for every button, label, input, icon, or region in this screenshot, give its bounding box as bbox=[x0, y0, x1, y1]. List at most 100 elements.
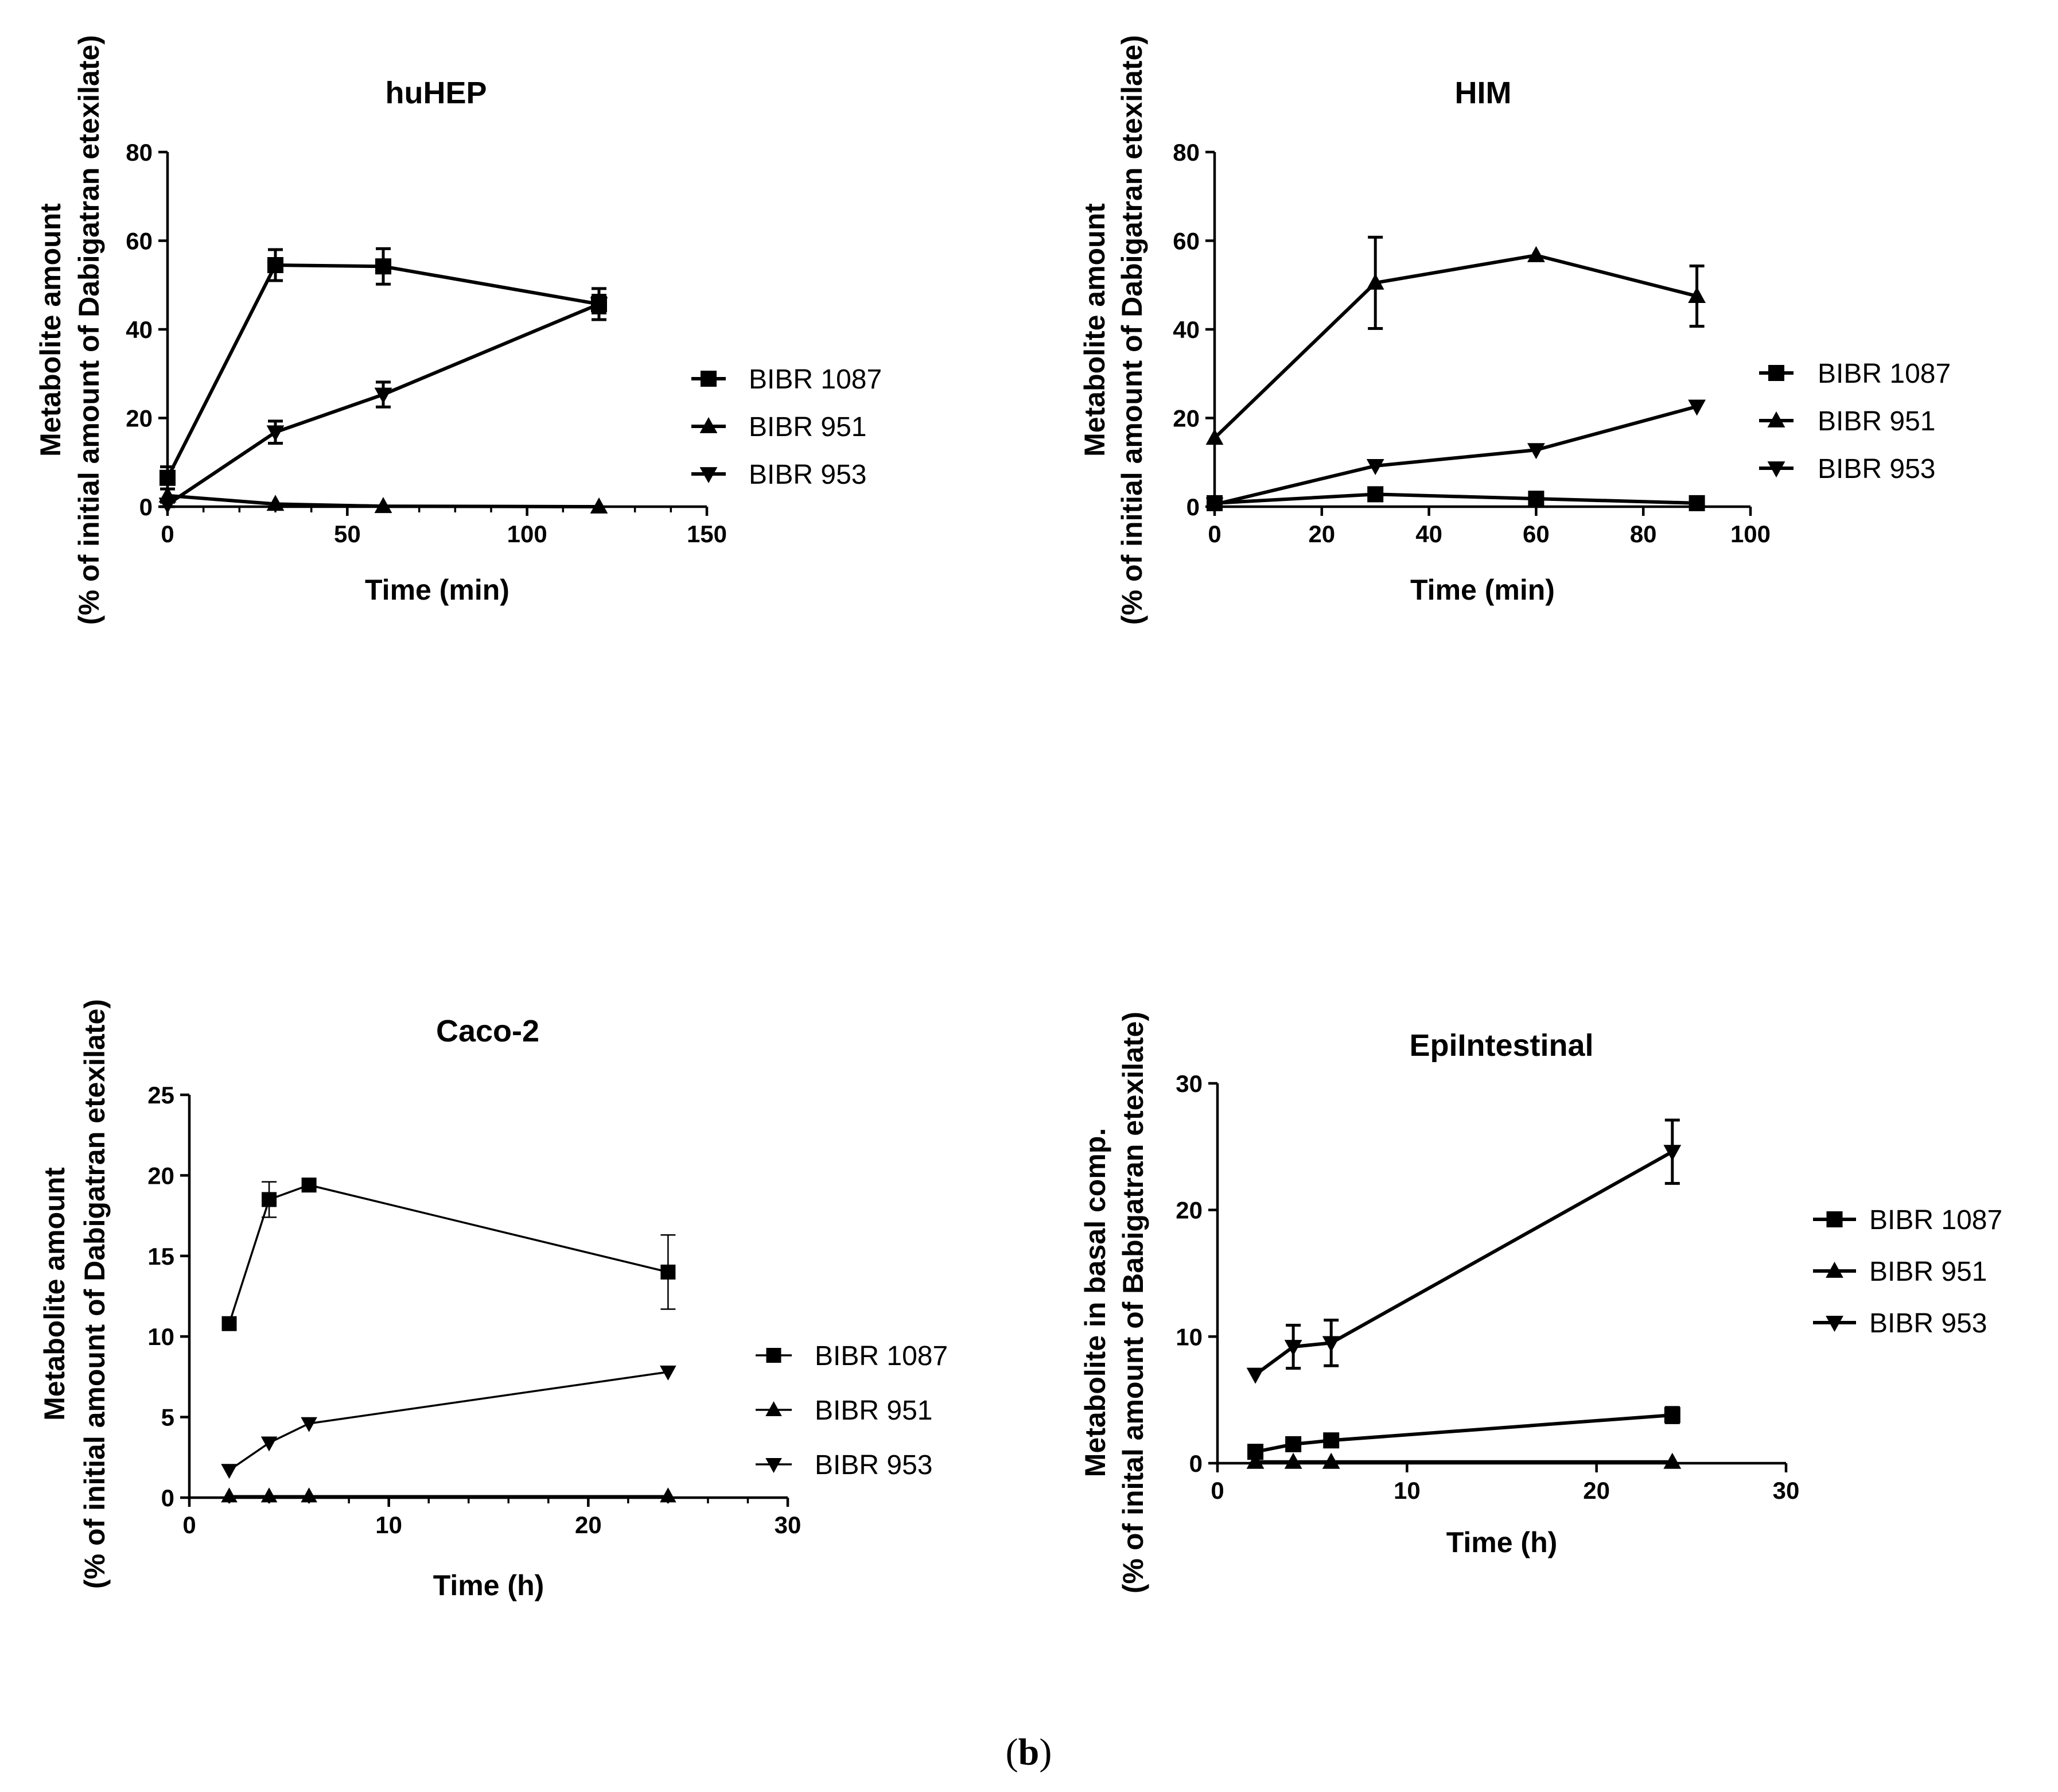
data-point bbox=[1366, 273, 1384, 290]
y-axis-label: (% of initial amount of Dabigatran etexi… bbox=[79, 999, 111, 1589]
chart-epiintestinal: EpiIntestinal 0 10 20 30 0 10 20 30 Time (h) Metab… bbox=[1079, 1012, 2002, 1593]
data-point bbox=[1664, 1407, 1680, 1424]
data-point bbox=[374, 497, 392, 514]
legend-marker bbox=[1826, 1316, 1843, 1332]
x-tick-label: 20 bbox=[1583, 1477, 1610, 1504]
data-point bbox=[1527, 443, 1545, 460]
y-tick-label: 40 bbox=[1173, 316, 1200, 343]
data-point bbox=[1285, 1436, 1302, 1452]
x-tick-label: 0 bbox=[182, 1511, 196, 1538]
series-bibr-1087 bbox=[1247, 1406, 1680, 1460]
data-point bbox=[301, 1177, 317, 1193]
y-tick-label: 80 bbox=[126, 139, 153, 166]
legend-label: BIBR 1087 bbox=[749, 364, 882, 395]
x-tick-label: 10 bbox=[1394, 1477, 1421, 1504]
legend-marker bbox=[1767, 411, 1785, 427]
legend-label: BIBR 951 bbox=[815, 1395, 932, 1426]
legend-marker bbox=[699, 417, 718, 433]
chart-caco2: Caco-2 0 5 10 15 20 25 0 10 20 30 Time (h) Metabolit… bbox=[38, 999, 948, 1601]
legend-marker bbox=[1826, 1261, 1843, 1278]
y-tick-label: 10 bbox=[147, 1323, 174, 1350]
data-point bbox=[158, 497, 177, 514]
x-tick-label: 80 bbox=[1630, 520, 1657, 547]
legend-item-bibr-953: BIBR 953 bbox=[1759, 454, 1935, 484]
series-bibr-1087 bbox=[159, 247, 607, 491]
y-tick-label: 0 bbox=[161, 1484, 174, 1511]
legend-marker bbox=[1768, 365, 1784, 381]
y-tick-label: 0 bbox=[1189, 1450, 1203, 1477]
data-point bbox=[1688, 399, 1706, 416]
series-bibr-1087 bbox=[221, 1177, 676, 1331]
data-point bbox=[221, 1464, 238, 1479]
data-point bbox=[159, 469, 176, 486]
data-point bbox=[660, 1487, 676, 1503]
legend-label: BIBR 1087 bbox=[1869, 1205, 2002, 1235]
y-axis-label: (% of initial amount of Dabigatran etexi… bbox=[73, 35, 105, 625]
legend-marker bbox=[766, 1348, 781, 1363]
data-point bbox=[1367, 486, 1384, 503]
y-tick-label: 30 bbox=[1176, 1070, 1203, 1097]
legend-item-bibr-953: BIBR 953 bbox=[1813, 1308, 1987, 1339]
y-tick-label: 15 bbox=[147, 1243, 174, 1270]
legend-label: BIBR 953 bbox=[1818, 454, 1935, 484]
x-tick-label: 100 bbox=[1730, 520, 1771, 547]
series-bibr-951 bbox=[1205, 235, 1706, 445]
data-point bbox=[590, 497, 608, 514]
data-point bbox=[1205, 497, 1224, 514]
legend-label: BIBR 1087 bbox=[815, 1341, 948, 1371]
legend-marker bbox=[699, 467, 718, 484]
x-axis-label: Time (h) bbox=[1446, 1526, 1558, 1558]
series-line bbox=[228, 1371, 668, 1471]
series-bibr-953 bbox=[1205, 399, 1706, 514]
legend-label: BIBR 951 bbox=[749, 412, 866, 442]
data-point bbox=[262, 1192, 277, 1207]
data-point bbox=[1284, 1340, 1302, 1356]
series-line bbox=[1214, 492, 1697, 505]
legend-label: BIBR 1087 bbox=[1818, 359, 1951, 389]
y-tick-label: 10 bbox=[1176, 1323, 1203, 1350]
chart-title: HIM bbox=[1455, 76, 1512, 110]
legend-item-bibr-953: BIBR 953 bbox=[756, 1450, 932, 1480]
data-point bbox=[1689, 495, 1705, 511]
chart-title: huHEP bbox=[385, 76, 487, 110]
data-point bbox=[301, 1487, 317, 1503]
x-tick-label: 20 bbox=[575, 1511, 602, 1538]
data-point bbox=[1528, 491, 1545, 507]
x-tick-label: 0 bbox=[161, 520, 174, 547]
data-point bbox=[660, 1365, 676, 1381]
legend-label: BIBR 951 bbox=[1869, 1257, 1987, 1287]
y-tick-label: 25 bbox=[147, 1082, 174, 1109]
data-point bbox=[1688, 286, 1706, 303]
x-tick-label: 0 bbox=[1211, 1477, 1224, 1504]
y-tick-label: 20 bbox=[1173, 405, 1200, 432]
y-axis-label: (% of initial amount of Dabigatran etexi… bbox=[1116, 35, 1148, 625]
legend-item-bibr-951: BIBR 951 bbox=[1813, 1257, 1987, 1287]
x-tick-label: 20 bbox=[1308, 520, 1335, 547]
data-point bbox=[590, 297, 608, 314]
y-tick-label: 0 bbox=[139, 493, 153, 520]
y-axis-label: Metabolite in basal comp. bbox=[1079, 1128, 1111, 1477]
legend-label: BIBR 953 bbox=[815, 1450, 932, 1480]
series-bibr-951 bbox=[158, 486, 608, 514]
data-point bbox=[267, 256, 283, 273]
x-tick-label: 100 bbox=[507, 520, 547, 547]
series-bibr-951 bbox=[221, 1487, 676, 1503]
y-tick-label: 0 bbox=[1186, 493, 1200, 520]
x-axis-label: Time (h) bbox=[433, 1569, 544, 1601]
data-point bbox=[374, 387, 392, 404]
data-point bbox=[1663, 1145, 1682, 1161]
y-tick-label: 80 bbox=[1173, 139, 1200, 166]
data-point bbox=[1205, 429, 1224, 445]
x-axis-label: Time (min) bbox=[365, 574, 509, 606]
series-line bbox=[228, 1184, 668, 1324]
data-point bbox=[1527, 246, 1545, 262]
y-tick-label: 60 bbox=[126, 228, 153, 255]
legend-item-bibr-951: BIBR 951 bbox=[756, 1395, 932, 1426]
legend-marker bbox=[701, 371, 717, 387]
legend-marker bbox=[765, 1401, 782, 1417]
y-tick-label: 5 bbox=[161, 1404, 174, 1431]
series-bibr-953 bbox=[221, 1365, 676, 1479]
series-line bbox=[1254, 1150, 1674, 1376]
data-point bbox=[221, 1487, 238, 1503]
